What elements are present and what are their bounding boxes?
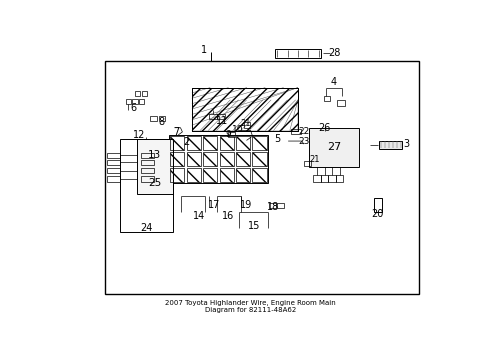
Bar [252, 168, 266, 183]
Text: 9: 9 [224, 130, 230, 139]
Bar [191, 87, 297, 131]
Bar [139, 99, 144, 104]
Text: 5: 5 [273, 134, 280, 144]
Text: 28: 28 [327, 48, 340, 58]
Bar [203, 168, 217, 183]
Bar [106, 176, 120, 182]
Text: 13: 13 [148, 150, 161, 161]
Bar [141, 168, 154, 174]
Text: 6: 6 [130, 103, 136, 113]
Bar [170, 152, 184, 166]
Text: 7: 7 [173, 127, 180, 137]
Text: 20: 20 [370, 209, 383, 219]
Bar [120, 139, 173, 232]
Bar [141, 153, 154, 158]
Bar [186, 152, 201, 166]
Bar [303, 161, 311, 166]
Text: 3: 3 [402, 139, 408, 149]
Bar [275, 49, 320, 58]
Text: 18: 18 [266, 202, 279, 212]
Bar [290, 129, 300, 134]
Bar [236, 152, 249, 166]
Text: 26: 26 [318, 123, 330, 133]
Text: 16: 16 [221, 211, 234, 221]
Bar [142, 91, 147, 96]
Bar [186, 168, 201, 183]
Bar [169, 135, 267, 183]
Text: 24: 24 [140, 222, 152, 233]
Bar [323, 96, 329, 102]
Text: 21: 21 [240, 119, 251, 128]
Bar [106, 168, 120, 174]
Text: 21: 21 [309, 155, 320, 164]
Text: 4: 4 [330, 77, 336, 87]
Bar [125, 99, 131, 104]
Bar [141, 176, 154, 182]
Bar [219, 135, 233, 150]
Bar [106, 159, 120, 165]
Text: 8: 8 [158, 117, 164, 127]
Bar [104, 61, 418, 294]
Bar [106, 153, 120, 158]
Bar [137, 139, 173, 194]
Bar [219, 152, 233, 166]
Bar [336, 100, 344, 105]
Text: 23: 23 [297, 137, 309, 146]
Bar [244, 122, 249, 128]
Bar [309, 128, 358, 167]
Text: 14: 14 [193, 211, 205, 221]
Bar [227, 132, 235, 138]
Bar [277, 203, 284, 208]
Bar [141, 159, 154, 165]
Bar [320, 175, 327, 182]
Text: 15: 15 [248, 221, 260, 231]
Bar [203, 152, 217, 166]
Text: 2007 Toyota Highlander Wire, Engine Room Main
Diagram for 82111-48A62: 2007 Toyota Highlander Wire, Engine Room… [165, 301, 335, 314]
Bar [327, 175, 335, 182]
Bar [217, 114, 224, 120]
Bar [135, 91, 140, 96]
Bar [208, 114, 216, 120]
Text: 19: 19 [239, 201, 251, 210]
Bar [150, 116, 156, 121]
Bar [236, 135, 249, 150]
Bar [170, 135, 184, 150]
Bar [252, 152, 266, 166]
Text: 2: 2 [183, 136, 189, 147]
Bar [178, 139, 195, 146]
Bar [191, 87, 297, 131]
Bar [268, 203, 275, 208]
Text: 22: 22 [297, 127, 309, 136]
Text: 17: 17 [208, 201, 221, 210]
Bar [203, 135, 217, 150]
Bar [379, 141, 401, 149]
Bar [252, 135, 266, 150]
Bar [132, 99, 138, 104]
Bar [335, 175, 343, 182]
Bar [236, 168, 249, 183]
Text: 27: 27 [326, 142, 341, 152]
Text: 12: 12 [132, 130, 145, 140]
Text: 1: 1 [201, 45, 206, 55]
Bar [373, 198, 382, 212]
Bar [219, 168, 233, 183]
Bar [170, 168, 184, 183]
Text: 11: 11 [216, 116, 228, 126]
Text: 25: 25 [148, 178, 161, 188]
Bar [158, 116, 164, 121]
Bar [186, 135, 201, 150]
Text: 10: 10 [231, 125, 243, 134]
Bar [312, 175, 320, 182]
